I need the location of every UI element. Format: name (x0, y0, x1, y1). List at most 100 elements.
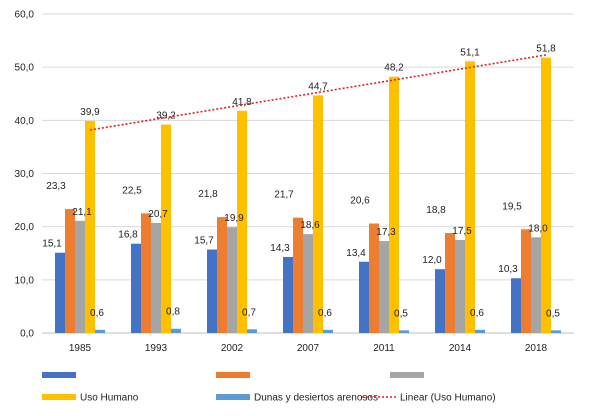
legend-swatch (390, 372, 424, 378)
data-label: 17,5 (452, 226, 472, 237)
legend-swatch (216, 372, 250, 378)
x-tick-label: 2007 (297, 343, 320, 354)
y-tick-label: 10,0 (15, 275, 35, 286)
bar (161, 124, 171, 333)
bar (445, 233, 455, 333)
x-tick-label: 1985 (69, 343, 92, 354)
data-label: 18,6 (300, 220, 320, 231)
bar (521, 229, 531, 333)
data-label: 48,2 (384, 63, 404, 74)
legend-label: Linear (Uso Humano) (400, 393, 496, 404)
bar (141, 213, 151, 333)
data-label: 15,7 (194, 236, 214, 247)
data-label: 0,8 (166, 307, 180, 318)
data-label: 15,1 (42, 239, 62, 250)
data-label: 0,5 (546, 308, 560, 319)
data-label: 21,7 (274, 190, 294, 201)
data-label: 20,6 (350, 195, 370, 206)
data-label: 23,3 (46, 181, 66, 192)
data-label: 51,8 (536, 44, 556, 55)
data-labels: 15,1 16,8 15,7 14,3 13,4 12,0 10,3 23,3 22,5 21,8… (42, 44, 560, 320)
y-tick-label: 30,0 (15, 169, 35, 180)
bar (247, 329, 257, 333)
bar (171, 328, 181, 333)
data-label: 0,7 (242, 307, 256, 318)
y-tick-label: 60,0 (15, 10, 35, 21)
legend-swatch (42, 372, 76, 378)
x-tick-label: 1993 (145, 343, 168, 354)
data-label: 19,9 (224, 213, 244, 224)
data-label: 16,8 (118, 230, 138, 241)
trendline-layer (89, 54, 547, 131)
bar (283, 256, 293, 333)
trendline (89, 54, 547, 131)
legend-label: Dunas y desiertos arenosos (254, 393, 378, 404)
bar (531, 237, 541, 333)
data-label: 21,8 (198, 189, 218, 200)
data-label: 18,8 (426, 205, 446, 216)
y-tick-label: 40,0 (15, 116, 35, 127)
y-tick-label: 50,0 (15, 63, 35, 74)
x-tick-label: 2018 (525, 343, 548, 354)
legend-swatch (216, 394, 250, 400)
bar (237, 110, 247, 333)
data-label: 0,5 (394, 308, 408, 319)
bar (323, 329, 333, 333)
gridlines (42, 13, 574, 334)
y-tick-label: 20,0 (15, 222, 35, 233)
data-label: 20,7 (148, 209, 168, 220)
bar (95, 329, 105, 333)
data-label: 44,7 (308, 81, 328, 92)
bar (465, 61, 475, 334)
data-label: 13,4 (346, 248, 366, 259)
x-tick-label: 2011 (373, 343, 395, 354)
bar (541, 57, 551, 333)
data-label: 22,5 (122, 185, 142, 196)
bars (55, 57, 561, 334)
bar (207, 249, 217, 333)
bar (435, 269, 445, 333)
data-label: 21,1 (72, 207, 92, 218)
data-label: 0,6 (318, 308, 332, 319)
legend-label: Uso Humano (80, 393, 139, 404)
bar (369, 223, 379, 333)
bar (389, 76, 399, 333)
bar (455, 239, 465, 333)
x-tick-label: 2014 (449, 343, 472, 354)
bar (379, 241, 389, 333)
bar (551, 330, 561, 333)
data-label: 0,6 (470, 308, 484, 319)
bar (359, 261, 369, 333)
bar (151, 222, 161, 333)
bar (227, 227, 237, 333)
data-label: 10,3 (498, 264, 518, 275)
bar (475, 329, 485, 333)
bar (293, 217, 303, 333)
y-axis-ticks: 0,0 10,0 20,0 30,0 40,0 50,0 60,0 (15, 10, 35, 340)
data-label: 51,1 (460, 47, 480, 58)
data-label: 14,3 (270, 243, 290, 254)
bar (217, 217, 227, 333)
bar (313, 95, 323, 333)
data-label: 17,3 (376, 227, 396, 238)
data-label: 18,0 (528, 223, 548, 234)
bar (55, 252, 65, 333)
y-tick-label: 0,0 (20, 329, 34, 340)
data-label: 39,2 (156, 111, 176, 122)
legend: Uso Humano Dunas y desiertos arenosos Line… (42, 372, 496, 404)
data-label: 12,0 (422, 255, 442, 266)
data-label: 39,9 (80, 107, 100, 118)
bar (75, 220, 85, 333)
x-axis-ticks: 1985 1993 2002 2007 2011 2014 2018 (69, 343, 548, 354)
data-label: 41,8 (232, 97, 252, 108)
bar (303, 234, 313, 333)
data-label: 0,6 (90, 308, 104, 319)
legend-swatch (42, 394, 76, 400)
bar (85, 120, 95, 334)
bar (511, 278, 521, 333)
bar (65, 209, 75, 333)
x-tick-label: 2002 (221, 343, 244, 354)
data-label: 19,5 (502, 201, 522, 212)
bar (131, 243, 141, 333)
